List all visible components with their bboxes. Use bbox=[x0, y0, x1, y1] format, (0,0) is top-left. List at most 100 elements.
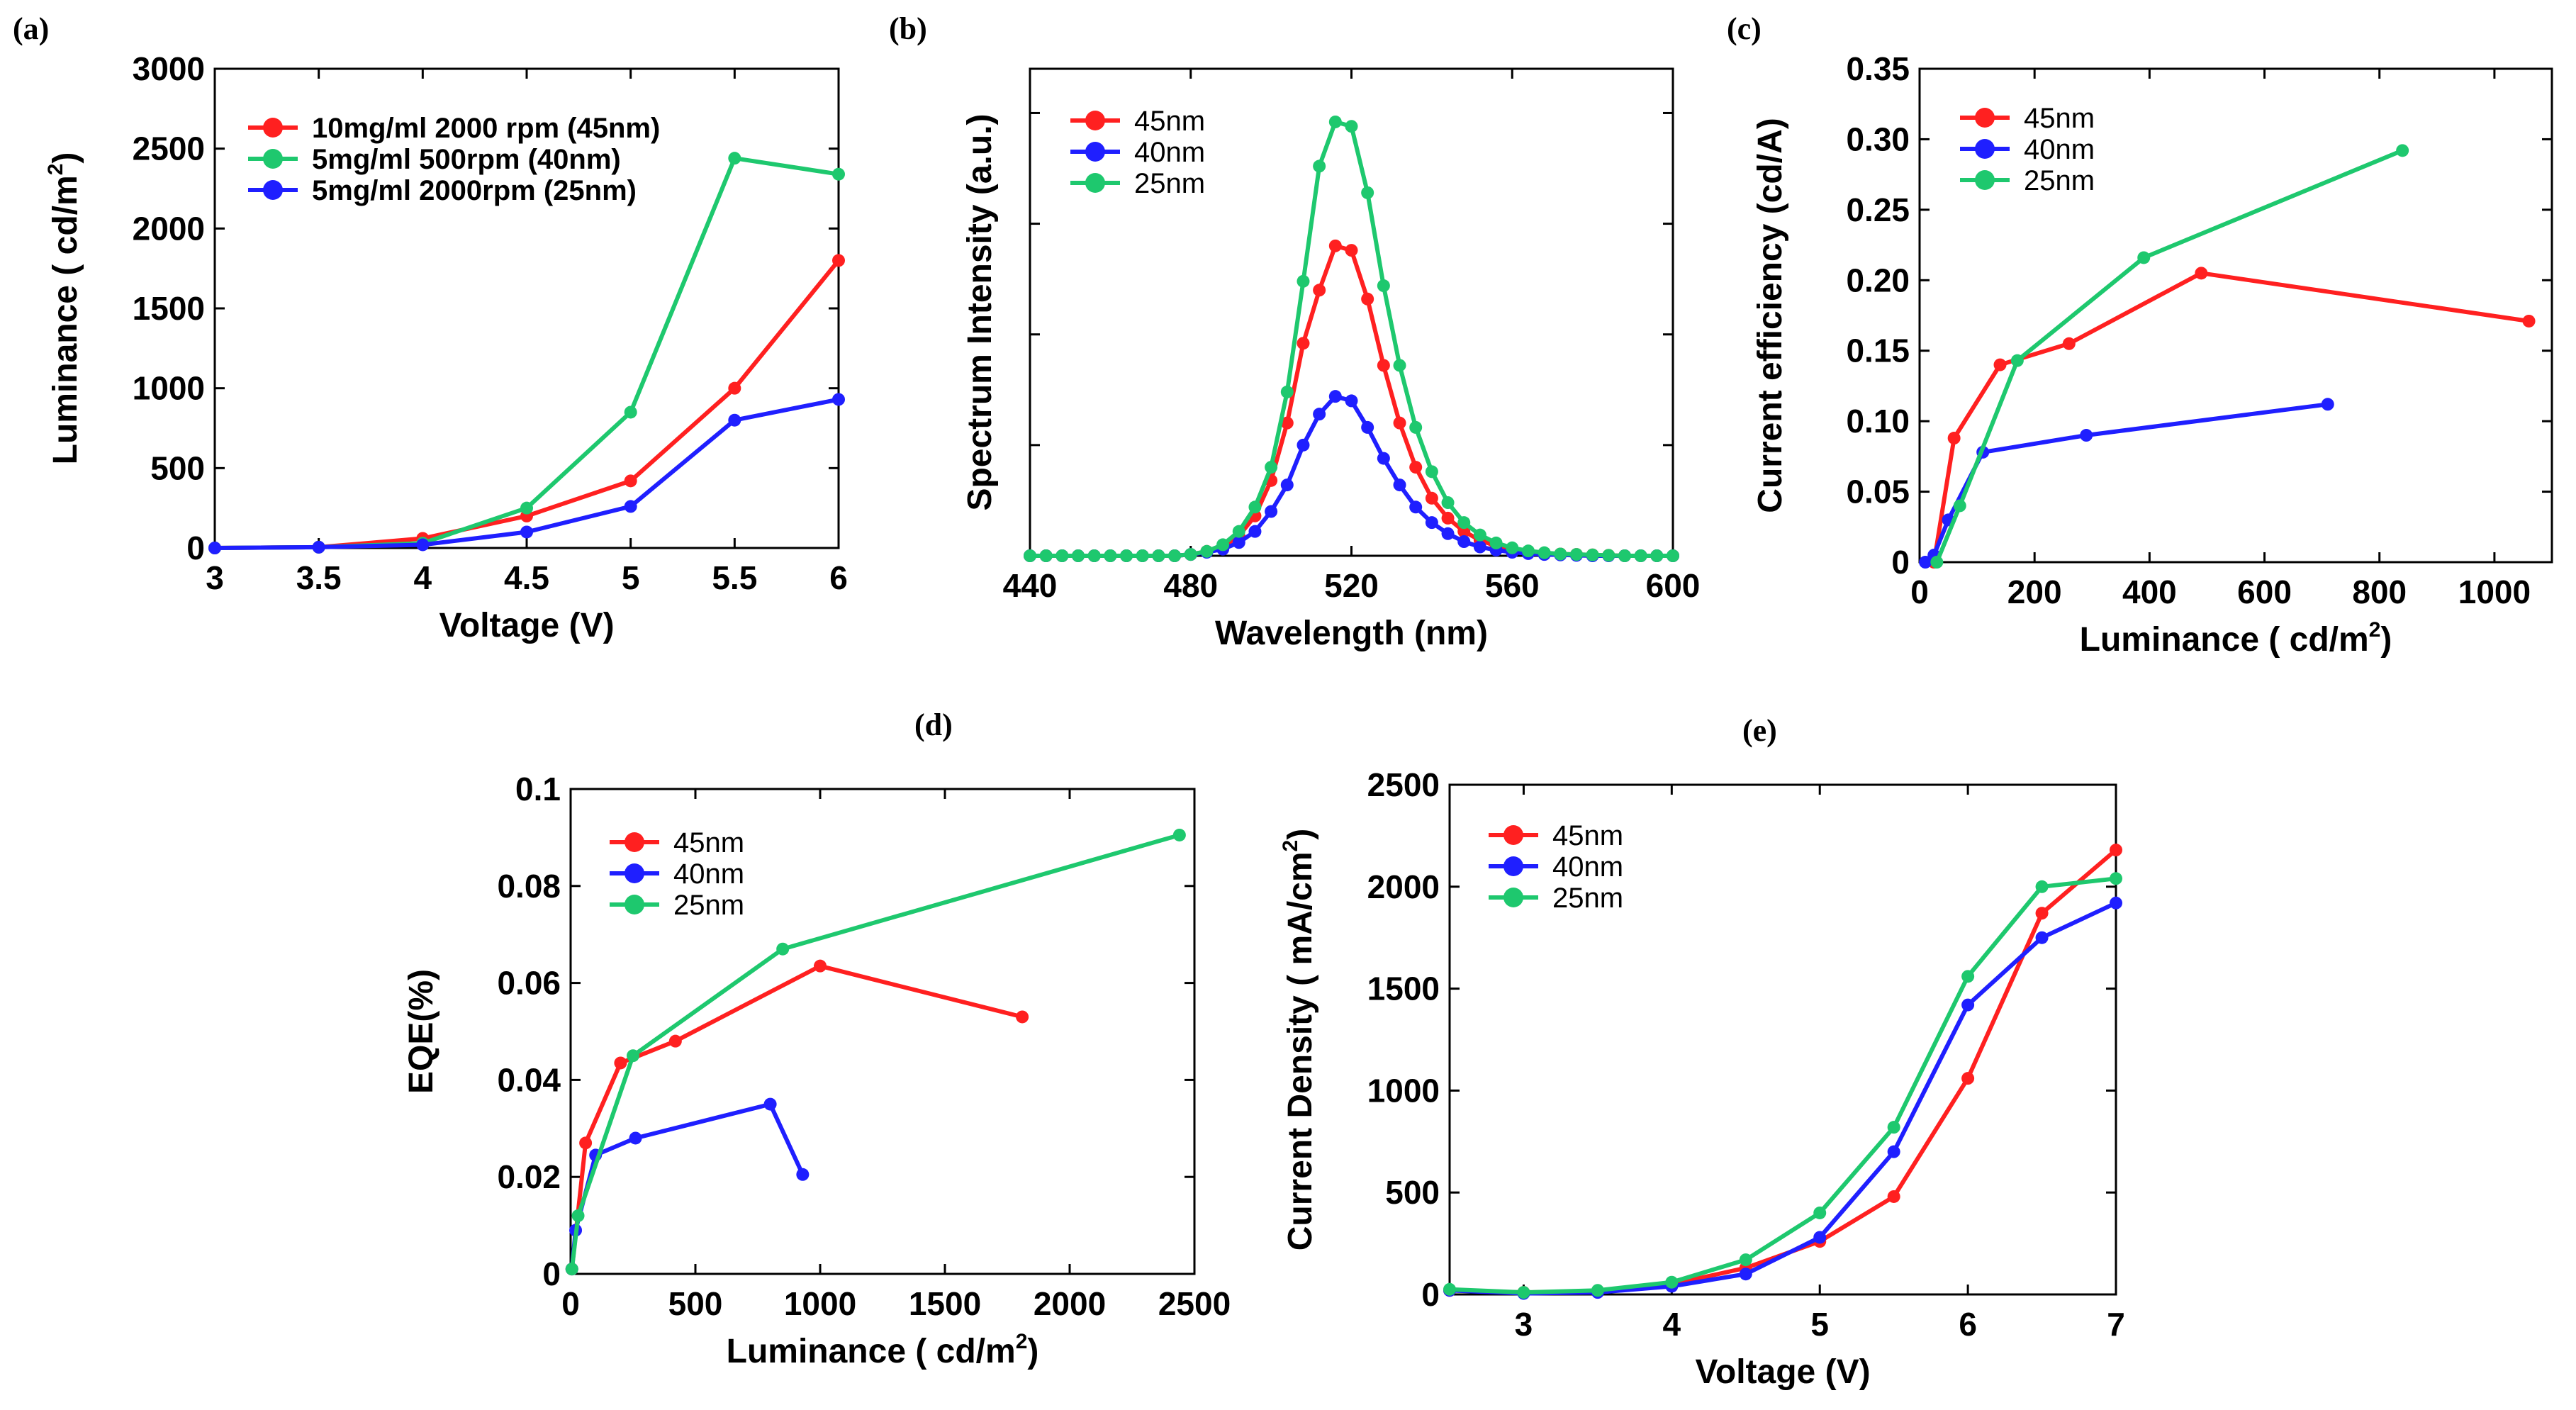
data-point bbox=[2010, 354, 2024, 367]
data-point bbox=[1055, 549, 1069, 562]
data-point bbox=[1280, 479, 1294, 492]
panel-e: (e) 3 4 5 6 7 0 500 1000 1500 2000 2500 Voltage (V) C… bbox=[1279, 713, 2125, 1391]
data-point bbox=[571, 1209, 585, 1222]
data-point bbox=[1569, 548, 1583, 561]
y-axis-title-end: ) bbox=[47, 152, 84, 164]
data-point bbox=[832, 254, 845, 267]
data-point bbox=[2080, 429, 2093, 442]
data-point bbox=[208, 542, 221, 554]
panel-b: (b) 440 480 520 560 600 Wavelength (nm) Spectru… bbox=[889, 11, 1700, 652]
data-point bbox=[1377, 452, 1390, 465]
panel-label: (d) bbox=[914, 707, 953, 742]
y-tick-label: 0 bbox=[1421, 1276, 1440, 1313]
x-tick-label: 5 bbox=[1810, 1306, 1829, 1343]
data-point bbox=[1618, 549, 1631, 562]
x-tick-label: 400 bbox=[2122, 573, 2177, 610]
x-tick-label: 500 bbox=[668, 1285, 723, 1322]
data-point bbox=[1813, 1206, 1827, 1219]
data-point bbox=[1457, 525, 1471, 538]
data-point bbox=[1393, 416, 1406, 430]
data-point bbox=[1328, 390, 1342, 403]
data-point bbox=[1667, 549, 1679, 562]
data-point bbox=[2137, 251, 2151, 264]
data-point bbox=[2035, 931, 2049, 944]
data-point bbox=[2110, 872, 2122, 885]
data-point bbox=[668, 1034, 682, 1048]
data-point bbox=[1248, 525, 1262, 538]
legend-label: 45nm bbox=[673, 827, 744, 858]
data-point bbox=[1634, 549, 1647, 562]
data-point bbox=[1072, 549, 1085, 562]
data-point bbox=[2195, 267, 2208, 280]
x-tick-label: 5.5 bbox=[712, 559, 757, 596]
data-point bbox=[1887, 1121, 1900, 1134]
data-point bbox=[1136, 549, 1149, 562]
x-tick-label: 4 bbox=[1663, 1306, 1681, 1343]
y-tick-label: 1000 bbox=[1367, 1072, 1440, 1109]
data-point bbox=[624, 405, 637, 419]
y-axis-title-main: Current Density ( mA/cm bbox=[1282, 851, 1319, 1250]
x-axis-title-sup: 2 bbox=[2369, 618, 2381, 642]
data-point bbox=[1172, 828, 1186, 841]
x-tick-label: 0 bbox=[1910, 573, 1929, 610]
data-point bbox=[1591, 1284, 1604, 1297]
data-point bbox=[1887, 1190, 1900, 1203]
data-point bbox=[1265, 461, 1278, 474]
data-point bbox=[1313, 408, 1326, 421]
data-point bbox=[1919, 556, 1932, 569]
y-axis-title-main: Spectrum Intensity (a.u.) bbox=[961, 113, 999, 510]
data-point bbox=[1457, 535, 1471, 549]
y-tick-label: 2000 bbox=[133, 210, 205, 247]
x-axis-title-main: Luminance ( cd/m bbox=[2080, 621, 2369, 659]
data-point bbox=[1489, 536, 1503, 549]
data-point bbox=[1393, 479, 1406, 492]
y-tick-label: 0.15 bbox=[1846, 332, 1910, 369]
data-point bbox=[2062, 337, 2076, 350]
data-point bbox=[1887, 1145, 1900, 1158]
series-line-25nm bbox=[1449, 876, 2117, 1295]
data-point bbox=[776, 942, 790, 956]
x-axis-title: Luminance ( cd/m2) bbox=[727, 1330, 1039, 1370]
legend-label: 25nm bbox=[2024, 165, 2095, 196]
plot-frame bbox=[1029, 67, 1674, 557]
data-point bbox=[416, 538, 430, 552]
data-point bbox=[1521, 544, 1535, 558]
legend-swatch-marker bbox=[263, 118, 283, 138]
legend-swatch-marker bbox=[263, 180, 283, 200]
legend-label: 5mg/ml 2000rpm (25nm) bbox=[312, 175, 637, 206]
y-axis-title: Current efficiency (cd/A) bbox=[1752, 118, 1789, 513]
y-tick-label: 0 bbox=[542, 1255, 561, 1292]
data-point bbox=[1665, 1275, 1679, 1289]
y-tick-label: 0.08 bbox=[497, 868, 561, 905]
x-tick-label: 2000 bbox=[1034, 1285, 1106, 1322]
y-tick-label: 0 bbox=[186, 530, 205, 566]
x-tick-label: 480 bbox=[1163, 567, 1218, 604]
y-tick-label: 1500 bbox=[1367, 970, 1440, 1007]
legend-label: 40nm bbox=[673, 858, 744, 890]
series-line-5mg-ml-500rpm-40nm- bbox=[214, 156, 839, 550]
data-point bbox=[1586, 548, 1599, 561]
plot-frame bbox=[1918, 67, 2553, 564]
legend-label: 10mg/ml 2000 rpm (45nm) bbox=[312, 113, 660, 144]
data-point bbox=[1280, 385, 1294, 398]
data-point bbox=[1739, 1268, 1752, 1281]
x-axis-title-end: ) bbox=[2380, 621, 2392, 659]
x-tick-label: 6 bbox=[829, 559, 848, 596]
y-tick-label: 2000 bbox=[1367, 868, 1440, 905]
data-point bbox=[1409, 461, 1423, 474]
data-point bbox=[1184, 548, 1197, 561]
x-tick-label: 0 bbox=[561, 1285, 580, 1322]
y-axis-title-sup: 2 bbox=[44, 164, 67, 176]
data-point bbox=[1993, 358, 2007, 371]
y-axis-title-main: EQE(%) bbox=[403, 969, 440, 1094]
data-point bbox=[1813, 1231, 1827, 1244]
data-point bbox=[2110, 896, 2122, 910]
data-point bbox=[796, 1168, 810, 1181]
y-axis-title-end: ) bbox=[1282, 829, 1319, 840]
x-tick-label: 200 bbox=[2007, 573, 2062, 610]
data-point bbox=[1425, 491, 1438, 505]
data-point bbox=[1039, 549, 1053, 562]
y-tick-label: 1000 bbox=[133, 370, 205, 407]
x-tick-label: 7 bbox=[2107, 1306, 2125, 1343]
